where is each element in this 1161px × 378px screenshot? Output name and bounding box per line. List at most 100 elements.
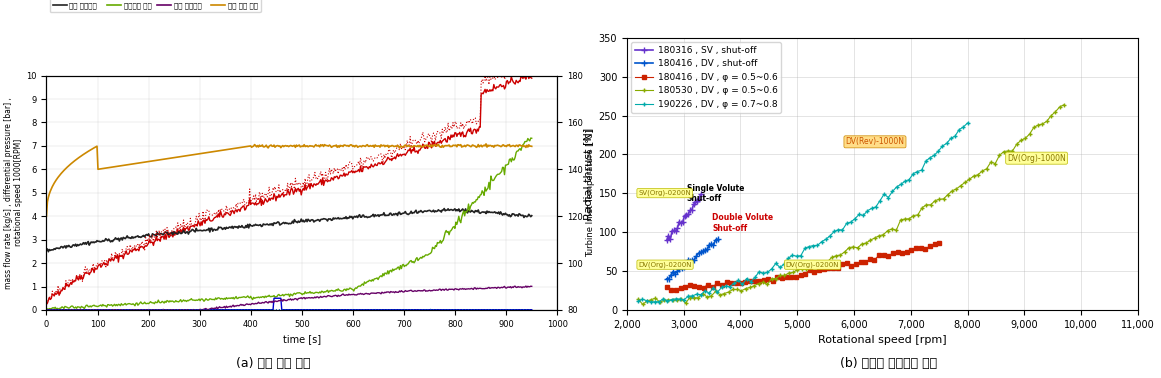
터빈 질량유량: [525, 284, 539, 289]
메인펌프 회전수: [520, 72, 534, 77]
180416 , DV , shut-off: [685, 258, 699, 263]
터빈 질량유량: [330, 293, 344, 298]
180316 , SV , shut-off: [685, 208, 699, 212]
시뮬펌프 회전수: [330, 307, 344, 312]
구동터빈 작압: [39, 306, 53, 310]
180416 , DV , shut-off: [662, 276, 676, 281]
시뮬펌프 차압: [274, 307, 288, 312]
180416 , DV , shut-off: [698, 248, 712, 253]
190226 , DV , φ = 0.7~0.8: [848, 216, 861, 221]
Text: DV(Rev)-1000N: DV(Rev)-1000N: [845, 137, 904, 146]
180416 , DV , shut-off: [690, 254, 704, 258]
펌프 질량유량: [439, 208, 453, 212]
180316 , SV , shut-off: [675, 221, 688, 226]
Y-axis label: Radial thrust [N]: Radial thrust [N]: [583, 128, 593, 220]
Line: 시뮬펌프 차압: 시뮬펌프 차압: [46, 309, 532, 310]
180316 , SV , shut-off: [669, 228, 683, 233]
Legend: 180316 , SV , shut-off, 180416 , DV , shut-off, 180416 , DV , φ = 0.5~0.6, 18053: 180316 , SV , shut-off, 180416 , DV , sh…: [632, 42, 781, 113]
180316 , SV , shut-off: [683, 208, 697, 213]
메인펌프 회전수: [438, 137, 452, 141]
터빈 질량유량: [63, 308, 77, 313]
시뮬펌프 차압: [56, 308, 70, 312]
터빈 질량유량: [274, 298, 288, 303]
구동터빈 작압: [330, 287, 344, 292]
Text: (a) 펌프 성능 곡선: (a) 펌프 성능 곡선: [236, 358, 310, 370]
메인펌프 회전수: [513, 79, 527, 84]
Line: 180416 , DV , φ = 0.5~0.6: 180416 , DV , φ = 0.5~0.6: [665, 242, 940, 291]
Text: Single Volute
Shut-off: Single Volute Shut-off: [686, 184, 744, 203]
시뮬펌프 회전수: [525, 307, 539, 312]
Line: 메인펌프 차압: 메인펌프 차압: [46, 58, 532, 301]
시뮬펌프 회전수: [514, 307, 528, 312]
Line: 터빈 입구 온도: 터빈 입구 온도: [46, 144, 532, 216]
펌프 질량유량: [39, 248, 53, 253]
180416 , DV , shut-off: [672, 266, 686, 271]
180416 , DV , φ = 0.5~0.6: [711, 281, 724, 285]
터빈 입구 온도: [302, 144, 316, 149]
시뮬펌프 회전수: [267, 296, 281, 301]
180530 , DV , φ = 0.5~0.6: [635, 302, 649, 307]
180316 , SV , shut-off: [672, 219, 686, 224]
Line: 펌프 질량유량: 펌프 질량유량: [46, 209, 532, 252]
Line: 시뮬펌프 회전수: 시뮬펌프 회전수: [46, 298, 532, 310]
시뮬펌프 차압: [515, 307, 529, 312]
터빈 질량유량: [438, 287, 452, 291]
Text: DV(Org)-0200N: DV(Org)-0200N: [639, 262, 692, 268]
180416 , DV , shut-off: [692, 251, 706, 256]
X-axis label: Rotational speed [rpm]: Rotational speed [rpm]: [819, 335, 946, 345]
180316 , SV , shut-off: [666, 228, 680, 233]
구동터빈 작압: [525, 136, 539, 141]
180416 , DV , shut-off: [695, 249, 709, 254]
펌프 질량유량: [330, 216, 344, 221]
180416 , DV , φ = 0.5~0.6: [743, 279, 757, 283]
180416 , DV , shut-off: [664, 273, 678, 277]
구동터빈 작압: [524, 136, 538, 140]
180416 , DV , φ = 0.5~0.6: [664, 287, 678, 292]
180316 , SV , shut-off: [670, 226, 684, 231]
190226 , DV , φ = 0.7~0.8: [836, 228, 850, 232]
시뮬펌프 회전수: [438, 307, 452, 312]
터빈 질량유량: [271, 299, 284, 304]
180316 , SV , shut-off: [663, 237, 677, 242]
Text: DV(Org)-1000N: DV(Org)-1000N: [1008, 154, 1066, 163]
구동터빈 작압: [274, 293, 288, 298]
Legend: 메인펌프 회전수, 펌프 질량유량, 메인펌프 차압, 구동터빈 작압, 시뮬펌프 회전수, 터빈 질량유량, 시뮬펌프 차압, 터빈 입구 온도: 메인펌프 회전수, 펌프 질량유량, 메인펌프 차압, 구동터빈 작압, 시뮬펌…: [50, 0, 260, 12]
180416 , DV , shut-off: [708, 237, 722, 242]
180416 , DV , φ = 0.5~0.6: [932, 241, 946, 245]
190226 , DV , φ = 0.7~0.8: [831, 228, 845, 232]
X-axis label: time [s]: time [s]: [283, 334, 320, 344]
180316 , SV , shut-off: [678, 214, 692, 218]
메인펌프 차압: [513, 72, 527, 76]
메인펌프 차압: [438, 129, 452, 133]
메인펌프 차압: [517, 56, 531, 60]
180416 , DV , shut-off: [679, 261, 693, 265]
Y-axis label: Turbine Inlet Temperature [°C]: Turbine Inlet Temperature [°C]: [585, 129, 594, 257]
180416 , DV , shut-off: [711, 237, 724, 242]
Y-axis label: mass flow rate [kg/s] , differential pressure [bar] ,
rotational speed 1000[RPM]: mass flow rate [kg/s] , differential pre…: [3, 97, 23, 289]
180416 , DV , shut-off: [705, 242, 719, 246]
터빈 질량유량: [519, 284, 533, 288]
190226 , DV , φ = 0.7~0.8: [860, 208, 874, 213]
메인펌프 회전수: [271, 194, 284, 199]
180316 , SV , shut-off: [679, 212, 693, 217]
펌프 질량유량: [274, 222, 288, 227]
180316 , SV , shut-off: [694, 192, 708, 197]
180416 , DV , shut-off: [702, 243, 716, 248]
180416 , DV , shut-off: [670, 269, 684, 273]
180416 , DV , shut-off: [683, 259, 697, 263]
터빈 질량유량: [303, 296, 317, 300]
Line: 190226 , DV , φ = 0.7~0.8: 190226 , DV , φ = 0.7~0.8: [636, 121, 969, 304]
터빈 질량유량: [39, 308, 53, 312]
Line: 메인펌프 회전수: 메인펌프 회전수: [46, 74, 532, 304]
터빈 입구 온도: [525, 144, 539, 149]
Text: SV(Org)-0200N: SV(Org)-0200N: [639, 190, 691, 197]
시뮬펌프 회전수: [39, 307, 53, 312]
180316 , SV , shut-off: [659, 238, 673, 243]
180316 , SV , shut-off: [692, 197, 706, 201]
Text: Double Volute
Shut-off: Double Volute Shut-off: [712, 213, 773, 232]
180316 , SV , shut-off: [690, 198, 704, 203]
펌프 질량유량: [438, 206, 452, 211]
180530 , DV , φ = 0.5~0.6: [889, 228, 903, 232]
시뮬펌프 회전수: [271, 296, 284, 301]
구동터빈 작압: [271, 293, 284, 297]
